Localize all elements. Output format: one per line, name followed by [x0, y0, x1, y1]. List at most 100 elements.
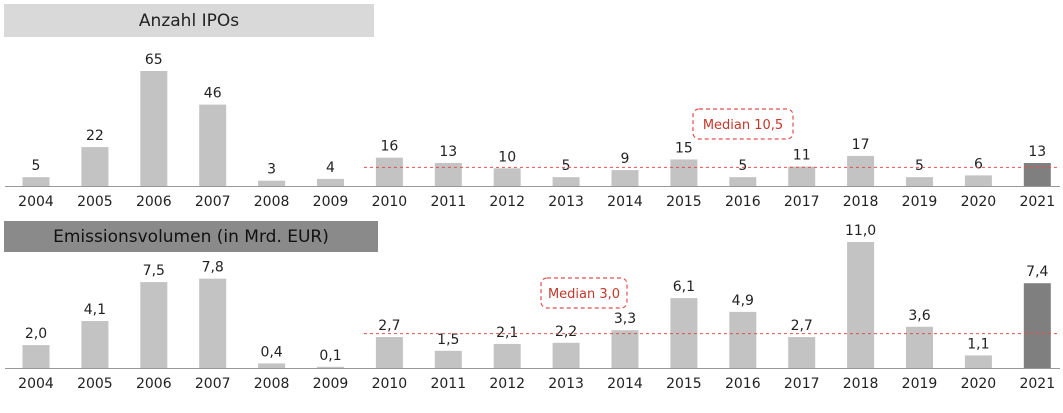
- x-tick-label-2018: 2018: [843, 194, 879, 210]
- x-tick-label-2014: 2014: [607, 376, 643, 392]
- x-tick-label-2019: 2019: [902, 376, 938, 392]
- bar-2020: [964, 175, 992, 186]
- data-label-2013: 2,2: [555, 324, 577, 340]
- data-label-2009: 0,1: [319, 348, 341, 364]
- x-tick-label-2021: 2021: [1019, 194, 1055, 210]
- bar-2004: [22, 177, 50, 186]
- x-tick-label-2010: 2010: [372, 194, 408, 210]
- data-label-2014: 3,3: [614, 311, 636, 327]
- bar-2010: [375, 337, 403, 368]
- x-tick-label-2015: 2015: [666, 194, 702, 210]
- bar-2013: [552, 342, 580, 368]
- data-label-2013: 5: [562, 158, 571, 174]
- x-tick-label-2005: 2005: [77, 194, 113, 210]
- bar-2006: [140, 71, 168, 186]
- bar-2010: [375, 157, 403, 186]
- x-tick-label-2009: 2009: [313, 194, 349, 210]
- bar-2005: [81, 147, 109, 186]
- bar-2011: [434, 350, 462, 368]
- bar-2011: [434, 163, 462, 186]
- data-label-2012: 2,1: [496, 325, 518, 341]
- bar-2015: [670, 159, 698, 186]
- bar-2018: [847, 155, 875, 186]
- x-tick-label-2016: 2016: [725, 376, 761, 392]
- bar-2006: [140, 282, 168, 368]
- x-tick-label-2012: 2012: [489, 376, 525, 392]
- bar-2017: [788, 166, 816, 186]
- bar-2017: [788, 337, 816, 368]
- chart-title-volume: Emissionsvolumen (in Mrd. EUR): [4, 221, 378, 252]
- bar-2021: [1023, 283, 1051, 368]
- data-label-2020: 6: [974, 156, 983, 172]
- x-tick-label-2011: 2011: [430, 194, 466, 210]
- bar-2015: [670, 298, 698, 368]
- chart-title-ipos: Anzahl IPOs: [4, 4, 374, 37]
- x-tick-label-2020: 2020: [961, 194, 997, 210]
- x-tick-label-2004: 2004: [18, 376, 54, 392]
- x-tick-label-2004: 2004: [18, 194, 54, 210]
- x-tick-label-2009: 2009: [313, 376, 349, 392]
- x-tick-label-2011: 2011: [430, 376, 466, 392]
- data-label-2010: 16: [380, 139, 398, 155]
- x-tick-label-2008: 2008: [254, 194, 290, 210]
- x-tick-label-2019: 2019: [902, 194, 938, 210]
- x-tick-label-2010: 2010: [372, 376, 408, 392]
- median-label: Median 3,0: [548, 287, 620, 302]
- data-label-2005: 4,1: [84, 302, 106, 318]
- data-label-2019: 5: [915, 158, 924, 174]
- bar-2014: [611, 170, 639, 186]
- x-tick-label-2007: 2007: [195, 376, 231, 392]
- bar-2018: [847, 242, 875, 368]
- data-label-2021: 7,4: [1026, 264, 1048, 280]
- bar-2008: [258, 180, 286, 186]
- data-label-2016: 4,9: [732, 293, 754, 309]
- data-label-2014: 9: [621, 151, 630, 167]
- x-tick-label-2005: 2005: [77, 376, 113, 392]
- data-label-2015: 6,1: [673, 279, 695, 295]
- bar-2016: [729, 311, 757, 368]
- x-tick-label-2006: 2006: [136, 194, 172, 210]
- bar-2019: [906, 177, 933, 186]
- x-tick-label-2017: 2017: [784, 376, 820, 392]
- bar-2016: [729, 177, 757, 186]
- x-tick-label-2020: 2020: [961, 376, 997, 392]
- x-tick-label-2018: 2018: [843, 376, 879, 392]
- median-label-box: [692, 108, 794, 140]
- x-tick-label-2017: 2017: [784, 194, 820, 210]
- data-label-2017: 11: [793, 148, 811, 164]
- x-tick-label-2008: 2008: [254, 376, 290, 392]
- data-label-2007: 7,8: [202, 260, 224, 276]
- bar-2005: [81, 321, 109, 368]
- data-label-2007: 46: [204, 86, 222, 102]
- bar-2004: [22, 345, 50, 368]
- data-label-2012: 10: [498, 149, 516, 165]
- x-tick-label-2013: 2013: [548, 376, 584, 392]
- data-label-2008: 0,4: [260, 344, 282, 360]
- bar-2020: [964, 355, 992, 368]
- bar-2019: [906, 326, 933, 368]
- data-label-2021: 13: [1028, 144, 1046, 160]
- x-tick-label-2015: 2015: [666, 376, 702, 392]
- data-label-2006: 7,5: [143, 263, 165, 279]
- x-tick-label-2012: 2012: [489, 194, 525, 210]
- data-label-2004: 5: [32, 158, 41, 174]
- data-label-2005: 22: [86, 128, 104, 144]
- data-label-2011: 1,5: [437, 332, 459, 348]
- bar-2012: [493, 343, 521, 368]
- bar-2008: [258, 363, 286, 368]
- median-label: Median 10,5: [703, 118, 783, 133]
- data-label-2015: 15: [675, 140, 693, 156]
- bar-2007: [199, 278, 227, 368]
- data-label-2008: 3: [267, 162, 276, 178]
- data-label-2018: 11,0: [845, 223, 876, 239]
- data-label-2004: 2,0: [25, 326, 47, 342]
- bar-2009: [317, 366, 344, 368]
- x-tick-label-2013: 2013: [548, 194, 584, 210]
- x-tick-label-2016: 2016: [725, 194, 761, 210]
- data-label-2010: 2,7: [378, 318, 400, 334]
- bar-2021: [1023, 163, 1051, 186]
- x-tick-label-2014: 2014: [607, 194, 643, 210]
- data-label-2019: 3,6: [908, 308, 930, 324]
- median-label-box: [540, 277, 628, 309]
